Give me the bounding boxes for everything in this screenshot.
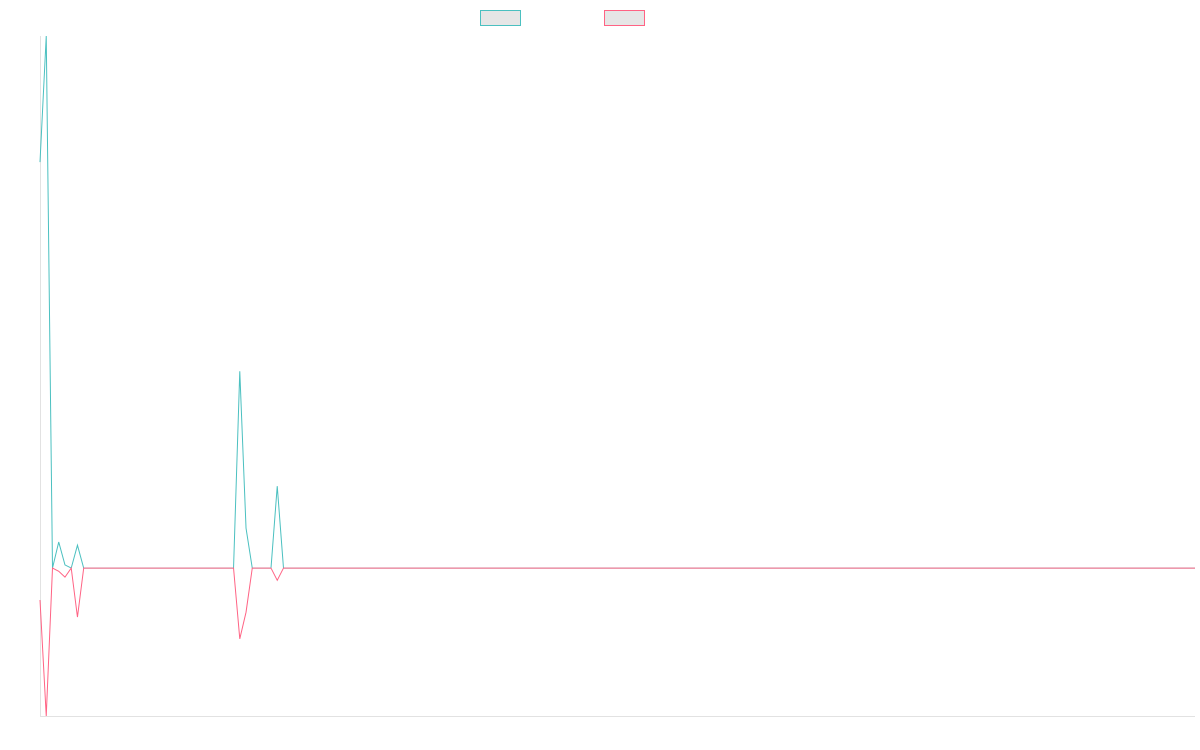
series-line	[39, 566, 1195, 717]
legend-box	[480, 10, 521, 26]
series-line	[39, 35, 1195, 569]
legend-box	[604, 10, 645, 26]
